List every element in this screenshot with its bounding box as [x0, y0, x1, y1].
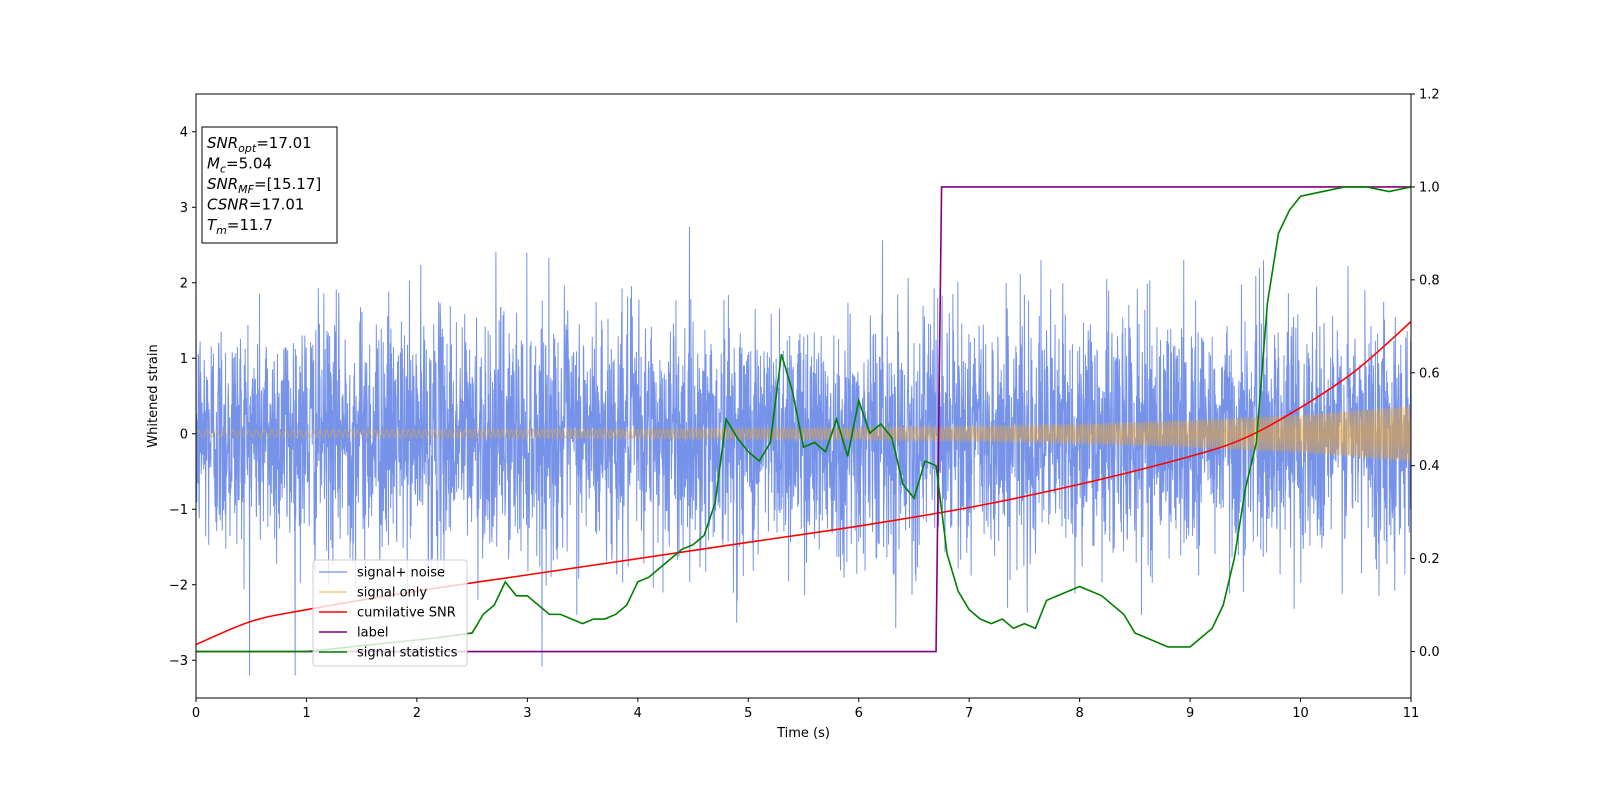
x-tick-label: 5 [744, 706, 752, 721]
x-tick-label: 2 [413, 706, 421, 721]
series-signal-only-line [196, 406, 1411, 462]
info-value: =5.04 [226, 155, 272, 173]
y2-tick-label: 0.2 [1419, 552, 1440, 567]
x-tick-label: 3 [523, 706, 531, 721]
y-tick-label: 1 [180, 352, 188, 367]
y-axis-label: Whitened strain [146, 344, 161, 447]
x-tick-label: 7 [965, 706, 973, 721]
info-subscript: m [216, 224, 227, 237]
info-subscript: c [220, 163, 226, 176]
legend-item-label: signal only [357, 586, 427, 601]
info-symbol: SNR [207, 134, 238, 152]
axes-frame [195, 93, 1412, 699]
info-subscript: MF [238, 183, 254, 196]
x-tick-label: 10 [1292, 706, 1309, 721]
y2-tick-label: 0.4 [1419, 459, 1440, 474]
x-tick-label: 8 [1075, 706, 1083, 721]
info-box-line: Tm=11.7 [207, 216, 273, 237]
y-tick-label: 0 [180, 427, 188, 442]
info-symbol: CSNR [207, 196, 249, 214]
info-symbol: M [207, 155, 220, 173]
x-tick-label: 6 [855, 706, 863, 721]
info-box-line: SNRopt=17.01 [207, 134, 312, 155]
y2-tick-label: 0.8 [1419, 273, 1440, 288]
info-symbol: SNR [207, 175, 238, 193]
y-axis-left: −3 −2 −1 0 1 2 3 4 [169, 125, 196, 669]
y-tick-label: 2 [180, 276, 188, 291]
y2-tick-label: 0.6 [1419, 366, 1440, 381]
y-tick-label: 3 [180, 201, 188, 216]
info-value: =[15.17] [254, 175, 321, 193]
x-tick-label: 9 [1186, 706, 1194, 721]
info-box-line: Mc=5.04 [207, 155, 272, 176]
legend-frame [312, 559, 468, 667]
legend: signal+ noise signal only cumilative SNR la… [312, 559, 468, 667]
series-signal-statistics-line [196, 186, 1411, 653]
x-axis: 0 1 2 3 4 5 6 7 8 9 10 11 [192, 698, 1419, 721]
y2-tick-label: 1.0 [1419, 180, 1440, 195]
legend-item-label: signal+ noise [357, 566, 445, 581]
info-subscript: opt [238, 142, 257, 155]
info-box-line: SNRMF=[15.17] [207, 175, 321, 196]
x-tick-label: 0 [192, 706, 200, 721]
x-tick-label: 4 [634, 706, 642, 721]
info-value: =11.7 [227, 216, 273, 234]
y-tick-label: −1 [169, 503, 188, 518]
y2-tick-label: 1.2 [1419, 88, 1440, 103]
x-axis-label: Time (s) [776, 726, 830, 741]
y2-tick-label: 0.0 [1419, 645, 1440, 660]
y-axis-right: 0.0 0.2 0.4 0.6 0.8 1.0 1.2 [1411, 88, 1440, 660]
y-tick-label: 4 [180, 125, 188, 140]
x-tick-label: 11 [1403, 706, 1420, 721]
y-tick-label: −2 [169, 578, 188, 593]
info-box-frame [201, 126, 338, 244]
info-value: =17.01 [249, 196, 305, 214]
series-label-line [196, 186, 1411, 653]
info-value: =17.01 [256, 134, 312, 152]
info-box: SNRopt=17.01Mc=5.04SNRMF=[15.17]CSNR=17.… [201, 126, 338, 244]
legend-item-label: signal statistics [357, 646, 458, 661]
legend-item-label: cumilative SNR [357, 606, 456, 621]
legend-item-label: label [357, 626, 388, 641]
info-box-line: CSNR=17.01 [207, 196, 304, 214]
info-symbol: T [207, 216, 218, 234]
x-tick-label: 1 [302, 706, 310, 721]
y-tick-label: −3 [169, 654, 188, 669]
